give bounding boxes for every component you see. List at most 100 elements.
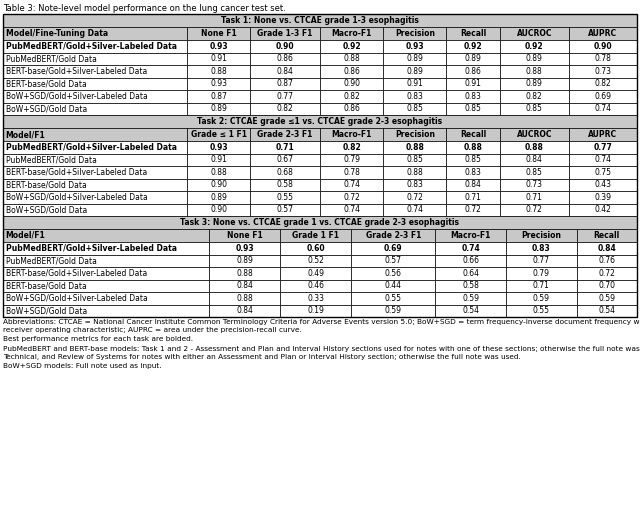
Text: 0.43: 0.43: [595, 180, 611, 189]
Text: 0.59: 0.59: [462, 294, 479, 303]
Text: Grade 2-3 F1: Grade 2-3 F1: [257, 130, 313, 139]
Bar: [500, 141, 568, 153]
Bar: [351, 305, 435, 317]
Bar: [3, 267, 209, 280]
Bar: [250, 203, 320, 216]
Text: Recall: Recall: [460, 130, 486, 139]
Bar: [577, 229, 637, 242]
Bar: [568, 27, 637, 40]
Bar: [446, 77, 500, 90]
Bar: [446, 141, 500, 153]
Bar: [383, 166, 446, 178]
Bar: [320, 40, 383, 53]
Bar: [3, 166, 187, 178]
Bar: [280, 267, 351, 280]
Text: 0.93: 0.93: [209, 143, 228, 152]
Bar: [383, 178, 446, 191]
Bar: [250, 191, 320, 203]
Text: 0.78: 0.78: [343, 168, 360, 177]
Text: 0.72: 0.72: [465, 205, 481, 214]
Text: 0.74: 0.74: [343, 205, 360, 214]
Text: 0.64: 0.64: [462, 269, 479, 278]
Text: 0.56: 0.56: [385, 269, 402, 278]
Text: BoW+SGD/Gold Data: BoW+SGD/Gold Data: [6, 104, 87, 113]
Bar: [187, 53, 250, 65]
Bar: [250, 65, 320, 77]
Text: 0.83: 0.83: [406, 92, 423, 101]
Text: 0.84: 0.84: [526, 155, 543, 164]
Bar: [500, 102, 568, 115]
Text: BoW+SGD/Gold+Silver-Labeled Data: BoW+SGD/Gold+Silver-Labeled Data: [6, 193, 147, 202]
Bar: [383, 40, 446, 53]
Text: 0.59: 0.59: [598, 294, 615, 303]
Text: BERT-base/Gold Data: BERT-base/Gold Data: [6, 180, 86, 189]
Text: BoW+SGD/Gold Data: BoW+SGD/Gold Data: [6, 306, 87, 315]
Text: 0.58: 0.58: [462, 281, 479, 290]
Bar: [435, 305, 506, 317]
Bar: [500, 178, 568, 191]
Text: AUPRC: AUPRC: [588, 130, 618, 139]
Bar: [577, 280, 637, 292]
Bar: [187, 77, 250, 90]
Text: BERT-base/Gold+Silver-Labeled Data: BERT-base/Gold+Silver-Labeled Data: [6, 67, 147, 76]
Text: 0.93: 0.93: [406, 42, 424, 51]
Text: 0.82: 0.82: [342, 143, 361, 152]
Text: 0.88: 0.88: [210, 67, 227, 76]
Bar: [577, 292, 637, 305]
Text: PubMedBERT/Gold+Silver-Labeled Data: PubMedBERT/Gold+Silver-Labeled Data: [6, 244, 177, 253]
Bar: [250, 153, 320, 166]
Bar: [500, 153, 568, 166]
Bar: [3, 141, 187, 153]
Text: Task 2: CTCAE grade ≤1 vs. CTCAE grade 2-3 esophagitis: Task 2: CTCAE grade ≤1 vs. CTCAE grade 2…: [197, 117, 443, 126]
Bar: [351, 229, 435, 242]
Text: 0.55: 0.55: [533, 306, 550, 315]
Bar: [320, 191, 383, 203]
Bar: [446, 27, 500, 40]
Text: 0.79: 0.79: [533, 269, 550, 278]
Bar: [435, 267, 506, 280]
Text: Task 3: None vs. CTCAE grade 1 vs. CTCAE grade 2-3 esophagitis: Task 3: None vs. CTCAE grade 1 vs. CTCAE…: [180, 218, 460, 227]
Text: BERT-base/Gold Data: BERT-base/Gold Data: [6, 281, 86, 290]
Text: Technical, and Review of Systems for notes with either an Assessment and Plan or: Technical, and Review of Systems for not…: [3, 354, 521, 360]
Bar: [500, 191, 568, 203]
Text: 0.85: 0.85: [465, 155, 481, 164]
Text: 0.86: 0.86: [276, 54, 294, 63]
Bar: [446, 90, 500, 102]
Text: 0.93: 0.93: [209, 42, 228, 51]
Text: 0.71: 0.71: [276, 143, 294, 152]
Text: 0.83: 0.83: [406, 180, 423, 189]
Bar: [500, 65, 568, 77]
Text: Table 3: Note-level model performance on the lung cancer test set.: Table 3: Note-level model performance on…: [3, 4, 285, 13]
Bar: [506, 305, 577, 317]
Bar: [446, 166, 500, 178]
Text: 0.92: 0.92: [525, 42, 543, 51]
Text: 0.88: 0.88: [236, 294, 253, 303]
Text: 0.88: 0.88: [236, 269, 253, 278]
Bar: [3, 242, 209, 254]
Bar: [250, 77, 320, 90]
Bar: [3, 128, 187, 141]
Text: PubMedBERT/Gold Data: PubMedBERT/Gold Data: [6, 155, 97, 164]
Bar: [3, 27, 187, 40]
Bar: [3, 153, 187, 166]
Bar: [187, 40, 250, 53]
Text: 0.85: 0.85: [406, 104, 423, 113]
Bar: [320, 65, 383, 77]
Text: BERT-base/Gold+Silver-Labeled Data: BERT-base/Gold+Silver-Labeled Data: [6, 269, 147, 278]
Bar: [187, 141, 250, 153]
Text: AUCROC: AUCROC: [516, 29, 552, 38]
Text: 0.89: 0.89: [236, 256, 253, 265]
Text: 0.71: 0.71: [533, 281, 550, 290]
Text: 0.83: 0.83: [532, 244, 551, 253]
Bar: [320, 90, 383, 102]
Bar: [383, 141, 446, 153]
Bar: [577, 242, 637, 254]
Text: 0.85: 0.85: [465, 104, 481, 113]
Bar: [3, 115, 637, 128]
Text: 0.83: 0.83: [465, 92, 481, 101]
Bar: [383, 102, 446, 115]
Bar: [568, 153, 637, 166]
Bar: [383, 191, 446, 203]
Bar: [187, 153, 250, 166]
Bar: [3, 216, 637, 229]
